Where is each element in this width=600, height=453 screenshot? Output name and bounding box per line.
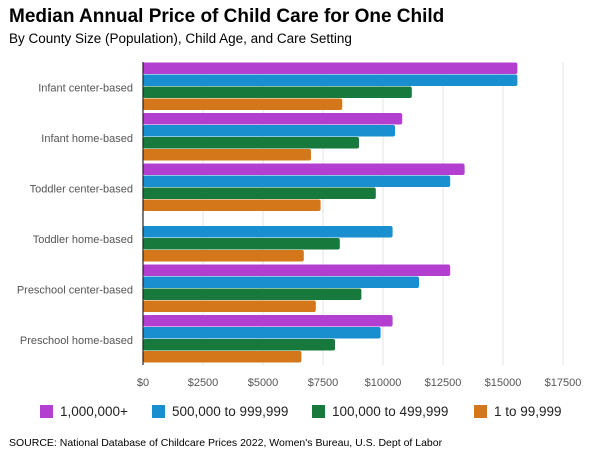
bar-chart: $0 $2500 $5000 $7500 $10000 $12500 $15000 $1750… [17, 62, 582, 389]
x-tick-label: $7500 [308, 377, 339, 389]
legend-swatch [474, 405, 487, 418]
category-label: Toddler center-based [30, 183, 133, 195]
x-tick-label: $15000 [485, 377, 522, 389]
legend-label: 1 to 99,999 [494, 404, 562, 419]
legend-label: 1,000,000+ [60, 404, 128, 419]
x-tick-label: $0 [137, 377, 149, 389]
bar [143, 137, 359, 149]
bar [143, 175, 451, 187]
x-tick-label: $10000 [365, 377, 402, 389]
bar [143, 327, 381, 339]
bar [143, 226, 393, 238]
bar [143, 74, 518, 86]
category-label: Preschool center-based [17, 284, 133, 296]
category-label: Infant center-based [38, 82, 133, 94]
bar [143, 98, 343, 110]
bar [143, 62, 518, 74]
bar [143, 238, 340, 250]
category-label: Toddler home-based [33, 234, 133, 246]
source-note: SOURCE: National Database of Childcare P… [9, 437, 443, 449]
x-tick-label: $17500 [545, 377, 582, 389]
legend-label: 100,000 to 499,999 [332, 404, 449, 419]
bar [143, 187, 376, 199]
x-tick-label: $12500 [425, 377, 462, 389]
legend-label: 500,000 to 999,999 [172, 404, 289, 419]
bar [143, 250, 304, 262]
bar [143, 199, 321, 211]
bar [143, 315, 393, 327]
chart-subtitle: By County Size (Population), Child Age, … [9, 31, 352, 46]
chart-title: Median Annual Price of Child Care for On… [9, 6, 445, 27]
legend-item: 100,000 to 499,999 [312, 404, 448, 419]
legend-item: 1,000,000+ [40, 404, 128, 419]
x-tick-label: $5000 [248, 377, 279, 389]
bar [143, 125, 395, 137]
legend-item: 500,000 to 999,999 [152, 404, 288, 419]
bar [143, 339, 335, 351]
bar [143, 149, 311, 161]
bar [143, 300, 316, 312]
legend-swatch [40, 405, 53, 418]
category-label: Infant home-based [41, 133, 133, 145]
bar [143, 288, 362, 300]
bar [143, 86, 412, 98]
legend-swatch [152, 405, 165, 418]
legend: 1,000,000+ 500,000 to 999,999 100,000 to 4… [0, 404, 600, 426]
legend-swatch [312, 405, 325, 418]
bar [143, 264, 451, 276]
bar [143, 276, 419, 288]
category-label: Preschool home-based [20, 335, 133, 347]
x-tick-label: $2500 [188, 377, 219, 389]
legend-item: 1 to 99,999 [474, 404, 562, 419]
bar [143, 163, 465, 175]
bar [143, 351, 302, 363]
bar [143, 113, 403, 125]
